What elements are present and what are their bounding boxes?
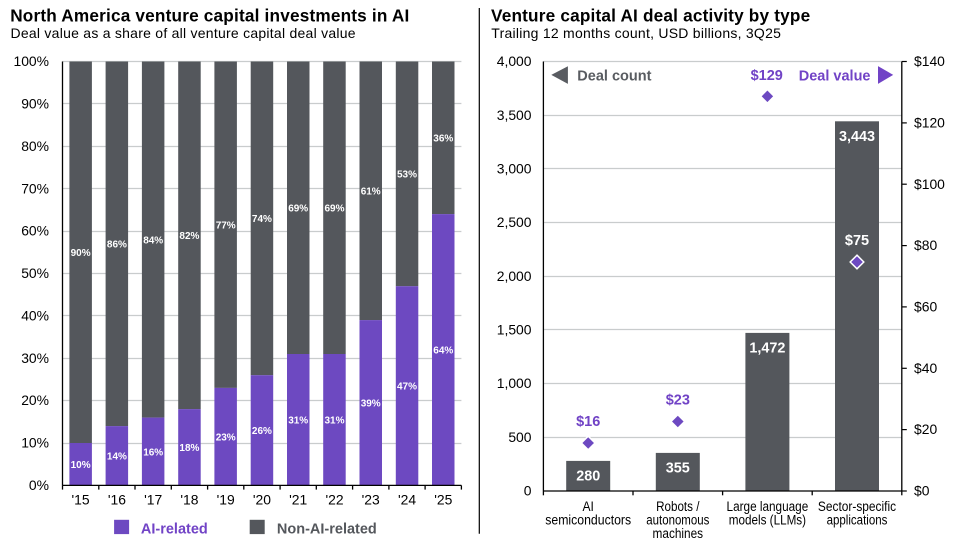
svg-text:100%: 100% (13, 53, 49, 69)
svg-text:'17: '17 (144, 492, 162, 508)
svg-text:90%: 90% (21, 96, 49, 112)
svg-text:4,000: 4,000 (497, 53, 532, 69)
svg-text:'16: '16 (108, 492, 126, 508)
svg-text:$120: $120 (914, 115, 945, 131)
svg-text:Trailing 12 months count, USD: Trailing 12 months count, USD billions, … (491, 25, 781, 41)
svg-text:$20: $20 (914, 421, 937, 437)
svg-text:80%: 80% (21, 138, 49, 154)
svg-text:53%: 53% (397, 170, 417, 181)
svg-text:10%: 10% (71, 460, 91, 471)
svg-text:North America venture capital: North America venture capital investment… (10, 6, 409, 26)
svg-text:'25: '25 (434, 492, 452, 508)
svg-text:applications: applications (827, 512, 888, 527)
svg-text:2,000: 2,000 (497, 268, 532, 284)
svg-text:'24: '24 (398, 492, 416, 508)
svg-text:0: 0 (524, 483, 532, 499)
svg-text:$40: $40 (914, 360, 937, 376)
svg-text:90%: 90% (71, 248, 91, 259)
svg-text:69%: 69% (324, 204, 344, 215)
svg-text:'23: '23 (362, 492, 380, 508)
svg-text:40%: 40% (21, 307, 49, 323)
svg-text:Deal count: Deal count (577, 68, 651, 84)
svg-text:AI-related: AI-related (141, 522, 208, 538)
svg-text:autonomous: autonomous (646, 512, 709, 527)
svg-text:Non-AI-related: Non-AI-related (277, 522, 377, 538)
svg-text:'21: '21 (289, 492, 307, 508)
svg-text:semiconductors: semiconductors (545, 512, 631, 527)
svg-text:69%: 69% (288, 204, 308, 215)
svg-text:39%: 39% (361, 399, 381, 410)
svg-text:70%: 70% (21, 180, 49, 196)
svg-text:1,472: 1,472 (749, 341, 785, 357)
svg-text:31%: 31% (324, 416, 344, 427)
svg-text:$75: $75 (845, 233, 869, 249)
svg-text:Sector-specific: Sector-specific (818, 499, 896, 514)
svg-text:$80: $80 (914, 237, 937, 253)
svg-text:$140: $140 (914, 53, 945, 69)
svg-text:3,500: 3,500 (497, 107, 532, 123)
svg-text:'20: '20 (253, 492, 271, 508)
svg-text:74%: 74% (252, 214, 272, 225)
svg-text:60%: 60% (21, 223, 49, 239)
svg-text:16%: 16% (143, 447, 163, 458)
svg-text:50%: 50% (21, 265, 49, 281)
svg-text:84%: 84% (143, 235, 163, 246)
svg-text:31%: 31% (288, 416, 308, 427)
svg-text:86%: 86% (107, 240, 127, 251)
svg-text:$60: $60 (914, 299, 937, 315)
svg-text:64%: 64% (433, 346, 453, 357)
svg-text:18%: 18% (179, 443, 199, 454)
svg-text:Deal value: Deal value (799, 68, 871, 84)
svg-text:36%: 36% (433, 134, 453, 145)
svg-text:3,443: 3,443 (839, 129, 875, 145)
svg-text:3,000: 3,000 (497, 161, 532, 177)
svg-text:models (LLMs): models (LLMs) (729, 512, 806, 527)
svg-text:$23: $23 (666, 392, 690, 408)
svg-text:47%: 47% (397, 382, 417, 393)
svg-text:machines: machines (653, 526, 704, 541)
svg-text:20%: 20% (21, 392, 49, 408)
svg-text:1,000: 1,000 (497, 375, 532, 391)
svg-text:'18: '18 (180, 492, 198, 508)
svg-text:14%: 14% (107, 452, 127, 463)
svg-text:77%: 77% (216, 221, 236, 232)
svg-text:'15: '15 (72, 492, 90, 508)
svg-text:1,500: 1,500 (497, 322, 532, 338)
svg-text:Robots /: Robots / (656, 499, 700, 514)
svg-text:$100: $100 (914, 176, 945, 192)
svg-text:30%: 30% (21, 350, 49, 366)
svg-text:23%: 23% (216, 433, 236, 444)
svg-text:$0: $0 (914, 483, 930, 499)
svg-text:500: 500 (508, 429, 531, 445)
svg-text:AI: AI (583, 499, 594, 514)
svg-text:2,500: 2,500 (497, 214, 532, 230)
svg-text:Venture capital AI deal activi: Venture capital AI deal activity by type (491, 6, 810, 26)
svg-text:Large language: Large language (727, 499, 809, 514)
svg-text:$16: $16 (576, 414, 600, 430)
svg-text:10%: 10% (21, 435, 49, 451)
svg-text:355: 355 (666, 461, 690, 477)
svg-text:26%: 26% (252, 426, 272, 437)
svg-text:82%: 82% (179, 231, 199, 242)
svg-text:280: 280 (576, 469, 600, 485)
svg-text:0%: 0% (29, 477, 49, 493)
svg-text:Deal value as a share of all v: Deal value as a share of all venture cap… (11, 25, 356, 41)
svg-text:'19: '19 (217, 492, 235, 508)
svg-text:$129: $129 (751, 68, 783, 84)
svg-text:61%: 61% (361, 187, 381, 198)
svg-text:'22: '22 (325, 492, 343, 508)
